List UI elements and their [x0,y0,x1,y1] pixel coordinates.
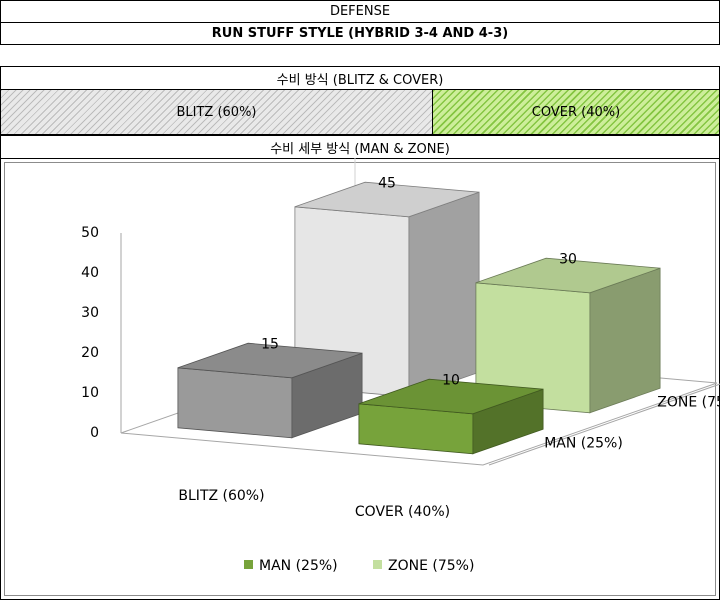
bar-side-face [408,191,480,398]
defense-method-bar: BLITZ (60%) COVER (40%) [0,89,720,135]
defense-method-title: 수비 방식 (BLITZ & COVER) [0,66,720,90]
bar-man-1 [358,378,544,455]
y-tick-label: 20 [81,345,99,361]
bar-zone-0 [294,181,480,398]
bar-data-label: 15 [261,337,279,353]
bar-top-face [294,181,480,218]
category-label: COVER (40%) [355,504,450,520]
y-tick-label: 40 [81,265,99,281]
defense-style-title: RUN STUFF STYLE (HYBRID 3-4 AND 4-3) [0,22,720,45]
bar-data-label: 45 [378,176,396,192]
y-tick-label: 30 [81,305,99,321]
series-axis [488,383,720,466]
bar-top-face [475,257,661,294]
cover-segment: COVER (40%) [433,90,719,134]
series-axis-label: MAN (25%) [544,436,623,452]
bar-data-label: 30 [559,252,577,268]
y-tick-label: 10 [81,385,99,401]
chart-area [4,162,716,596]
y-tick-label: 0 [90,425,99,441]
legend-label: MAN (25%) [259,558,338,574]
legend-swatch [244,560,253,569]
y-tick-label: 50 [81,225,99,241]
bar-side-face [589,267,661,414]
legend-label: ZONE (75%) [388,558,474,574]
bar-zone-1 [475,257,661,414]
detail-method-title: 수비 세부 방식 (MAN & ZONE) [0,135,720,159]
bar-top-face [177,342,363,379]
chart-legend: MAN (25%) ZONE (75%) [244,558,474,574]
bar-chart-3d: 0 10 20 30 40 50 BLITZ (60%) COVER (40%) MAN (25… [81,158,720,574]
chart-labels: 0 10 20 30 40 50 BLITZ (60%) COVER (40%) MAN (25… [81,176,720,521]
series-axis-label: ZONE (75%) [657,395,720,411]
legend-swatch [373,560,382,569]
bar-data-label: 10 [442,373,460,389]
chart-bars [177,181,661,455]
bar-front-face [177,367,293,439]
category-label: BLITZ (60%) [178,488,264,504]
blitz-segment: BLITZ (60%) [1,90,433,134]
bar-top-face [358,378,544,415]
bar-man-0 [177,342,363,439]
section-header: DEFENSE [0,0,720,23]
